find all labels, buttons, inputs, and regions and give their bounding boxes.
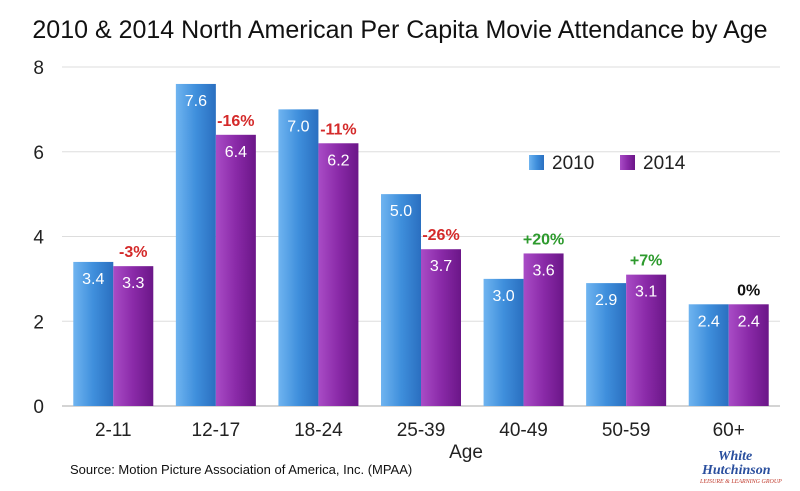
change-annotation: -26% bbox=[422, 227, 459, 244]
legend-swatch-2010 bbox=[529, 155, 544, 170]
y-tick-label: 0 bbox=[33, 397, 44, 418]
bars: 3.4 3.3 -3% 7.6 6.4 -16% 7.0 6.2 -11% 5.0 3.7 -26% 3… bbox=[73, 83, 769, 407]
chart-title: 2010 & 2014 North American Per Capita Mo… bbox=[32, 16, 767, 44]
legend-label-2014: 2014 bbox=[643, 153, 686, 174]
bar-2014-25-39 bbox=[421, 249, 461, 406]
x-tick-label: 60+ bbox=[713, 420, 745, 441]
legend-swatch-2014 bbox=[620, 155, 635, 170]
bar-2014-40-49 bbox=[523, 253, 564, 406]
bar-value-label: 3.6 bbox=[532, 262, 554, 279]
legend: 2010 2014 bbox=[529, 153, 686, 174]
bar-value-label: 7.6 bbox=[185, 93, 207, 110]
y-axis-ticks: 0 2 4 6 8 bbox=[33, 58, 44, 418]
change-annotation: -3% bbox=[119, 244, 147, 261]
bar-2014-18-24 bbox=[318, 143, 359, 406]
change-annotation: +7% bbox=[630, 253, 662, 270]
y-tick-label: 6 bbox=[33, 143, 44, 164]
source-note: Source: Motion Picture Association of Am… bbox=[70, 462, 412, 477]
logo-line-2: Hutchinson bbox=[701, 463, 771, 478]
x-axis-ticks: 2-11 12-17 18-24 25-39 40-49 50-59 60+ bbox=[95, 420, 745, 441]
change-annotation: +20% bbox=[523, 231, 564, 248]
x-tick-label: 25-39 bbox=[397, 420, 446, 441]
white-hutchinson-logo: White Hutchinson LEISURE & LEARNING GROU… bbox=[699, 449, 782, 485]
x-tick-label: 18-24 bbox=[294, 420, 343, 441]
change-annotation: -16% bbox=[217, 113, 254, 130]
logo-line-3: LEISURE & LEARNING GROUP bbox=[699, 479, 782, 485]
bar-value-label: 6.2 bbox=[327, 152, 349, 169]
x-tick-label: 12-17 bbox=[192, 420, 241, 441]
bar-value-label: 3.4 bbox=[82, 271, 104, 288]
bar-value-label: 2.4 bbox=[738, 313, 760, 330]
bar-value-label: 3.0 bbox=[492, 288, 514, 305]
bar-2014-60+ bbox=[728, 304, 769, 406]
x-tick-label: 50-59 bbox=[602, 420, 651, 441]
bar-2010-25-39 bbox=[381, 194, 421, 406]
y-tick-label: 2 bbox=[33, 312, 44, 333]
change-annotation: -11% bbox=[320, 121, 356, 138]
y-tick-label: 4 bbox=[33, 228, 44, 249]
bar-value-label: 7.0 bbox=[287, 118, 309, 135]
x-axis-label: Age bbox=[449, 442, 483, 463]
bar-2010-18-24 bbox=[278, 109, 319, 406]
bar-2014-12-17 bbox=[215, 134, 256, 407]
bar-value-label: 3.3 bbox=[122, 275, 144, 292]
logo-line-1: White bbox=[718, 449, 752, 464]
bar-2014-50-59 bbox=[626, 274, 667, 406]
x-tick-label: 40-49 bbox=[499, 420, 548, 441]
change-annotation: 0% bbox=[737, 282, 760, 299]
bar-2010-50-59 bbox=[586, 283, 627, 406]
bar-value-label: 5.0 bbox=[390, 203, 412, 220]
legend-label-2010: 2010 bbox=[552, 153, 594, 174]
x-tick-label: 2-11 bbox=[95, 420, 132, 441]
bar-value-label: 2.4 bbox=[698, 313, 720, 330]
bar-value-label: 3.7 bbox=[430, 258, 452, 275]
bar-2010-12-17 bbox=[175, 83, 216, 406]
y-tick-label: 8 bbox=[33, 58, 44, 79]
bar-2010-60+ bbox=[688, 304, 729, 406]
bar-2010-40-49 bbox=[483, 278, 524, 406]
bar-value-label: 2.9 bbox=[595, 292, 617, 309]
bar-value-label: 3.1 bbox=[635, 284, 657, 301]
bar-2010-2-11 bbox=[73, 261, 114, 406]
bar-2014-2-11 bbox=[113, 266, 154, 406]
bar-value-label: 6.4 bbox=[225, 144, 247, 161]
